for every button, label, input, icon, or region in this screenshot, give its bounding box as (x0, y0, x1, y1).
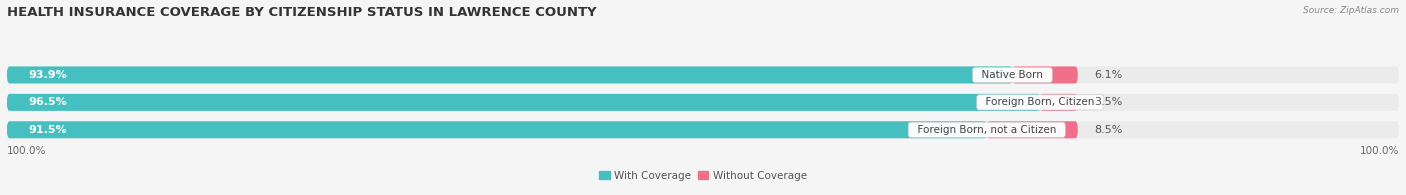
Text: 3.5%: 3.5% (1094, 97, 1122, 107)
Text: 8.5%: 8.5% (1094, 125, 1122, 135)
Text: Source: ZipAtlas.com: Source: ZipAtlas.com (1303, 6, 1399, 15)
Text: 6.1%: 6.1% (1094, 70, 1122, 80)
FancyBboxPatch shape (1012, 66, 1078, 83)
Text: 93.9%: 93.9% (28, 70, 67, 80)
Text: Foreign Born, Citizen: Foreign Born, Citizen (980, 97, 1101, 107)
FancyBboxPatch shape (7, 121, 1399, 138)
FancyBboxPatch shape (7, 121, 987, 138)
Legend: With Coverage, Without Coverage: With Coverage, Without Coverage (595, 167, 811, 185)
Text: HEALTH INSURANCE COVERAGE BY CITIZENSHIP STATUS IN LAWRENCE COUNTY: HEALTH INSURANCE COVERAGE BY CITIZENSHIP… (7, 6, 596, 19)
Text: Foreign Born, not a Citizen: Foreign Born, not a Citizen (911, 125, 1063, 135)
FancyBboxPatch shape (7, 94, 1040, 111)
Text: Native Born: Native Born (976, 70, 1050, 80)
Text: 91.5%: 91.5% (28, 125, 67, 135)
Text: 100.0%: 100.0% (1360, 146, 1399, 156)
Text: 100.0%: 100.0% (7, 146, 46, 156)
FancyBboxPatch shape (7, 66, 1399, 83)
FancyBboxPatch shape (7, 94, 1399, 111)
FancyBboxPatch shape (1040, 94, 1078, 111)
Text: 96.5%: 96.5% (28, 97, 67, 107)
FancyBboxPatch shape (7, 66, 1012, 83)
FancyBboxPatch shape (987, 121, 1078, 138)
